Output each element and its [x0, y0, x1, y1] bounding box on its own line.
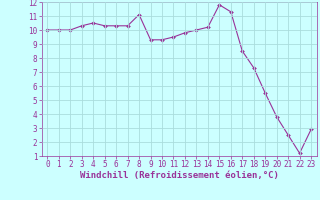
X-axis label: Windchill (Refroidissement éolien,°C): Windchill (Refroidissement éolien,°C) — [80, 171, 279, 180]
